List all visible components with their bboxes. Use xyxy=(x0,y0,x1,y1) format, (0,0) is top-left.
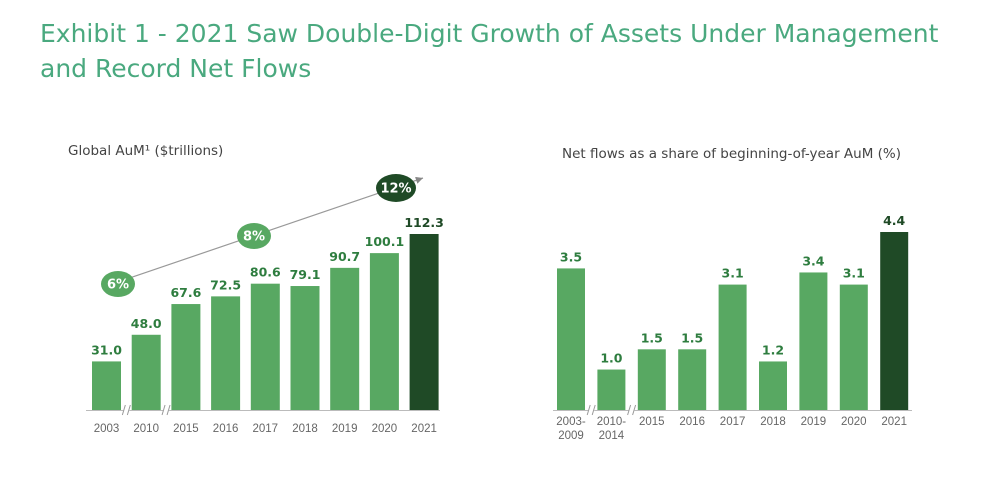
aum-tick-label-4: 2017 xyxy=(253,423,279,435)
flows-tick-label-3: 2016 xyxy=(679,416,705,428)
growth-rate-badge-label-1: 8% xyxy=(243,230,265,245)
aum-bar-6 xyxy=(330,267,360,410)
flows-bar-1 xyxy=(597,369,626,410)
aum-tick-label-0: 2003 xyxy=(94,423,120,435)
aum-bar-3 xyxy=(211,296,241,410)
growth-rate-badge-label-0: 6% xyxy=(107,278,129,293)
aum-axis-break-1 xyxy=(161,404,171,416)
flows-bar-6 xyxy=(799,272,828,410)
flows-bar-8 xyxy=(880,232,909,410)
aum-chart-title: Global AuM¹ ($trillions) xyxy=(68,143,224,159)
flows-value-label-6: 3.4 xyxy=(802,253,824,268)
aum-bar-7 xyxy=(369,253,399,410)
aum-value-label-5: 79.1 xyxy=(290,267,321,282)
flows-tick-label-5: 2018 xyxy=(760,416,786,428)
flows-bar-4 xyxy=(718,284,747,410)
aum-bar-2 xyxy=(171,304,201,410)
aum-tick-label-3: 2016 xyxy=(213,423,239,435)
growth-rate-badge-1: 8% xyxy=(237,223,271,249)
flows-tick-label-2: 2015 xyxy=(639,416,665,428)
growth-rate-badge-2: 12% xyxy=(376,174,416,202)
flows-bar-3 xyxy=(678,349,707,410)
aum-bar-1 xyxy=(131,334,161,410)
flows-value-label-4: 3.1 xyxy=(722,266,744,281)
flows-bar-5 xyxy=(759,361,787,410)
flows-value-label-1: 1.0 xyxy=(600,351,622,366)
aum-bar-5 xyxy=(290,286,320,410)
flows-tick-label-6: 2019 xyxy=(801,416,827,428)
flows-tick-label-1: 2010-2014 xyxy=(597,416,627,442)
net-flows-chart-title: Net flows as a share of beginning-of-yea… xyxy=(562,146,902,162)
flows-value-label-7: 3.1 xyxy=(843,266,865,281)
aum-value-label-6: 90.7 xyxy=(329,249,360,264)
aum-tick-label-1: 2010 xyxy=(133,423,159,435)
aum-tick-label-5: 2018 xyxy=(292,423,318,435)
flows-tick-label-0: 2003-2009 xyxy=(556,416,586,442)
aum-tick-label-2: 2015 xyxy=(173,423,199,435)
aum-bar-0 xyxy=(92,361,121,410)
flows-bar-0 xyxy=(557,268,585,410)
flows-value-label-2: 1.5 xyxy=(641,330,663,345)
growth-rate-badge-0: 6% xyxy=(101,271,135,297)
flows-value-label-5: 1.2 xyxy=(762,342,784,357)
flows-axis-break-0 xyxy=(586,404,596,416)
aum-value-label-1: 48.0 xyxy=(131,316,162,331)
aum-value-label-8: 112.3 xyxy=(404,215,444,230)
flows-value-label-0: 3.5 xyxy=(560,249,582,264)
aum-tick-label-8: 2021 xyxy=(411,423,437,435)
flows-bar-2 xyxy=(637,349,666,410)
flows-value-label-3: 1.5 xyxy=(681,330,703,345)
flows-axis-break-1 xyxy=(627,404,637,416)
flows-tick-label-7: 2020 xyxy=(841,416,867,428)
aum-value-label-2: 67.6 xyxy=(170,285,201,300)
aum-axis-break-0 xyxy=(121,404,131,416)
aum-tick-label-7: 2020 xyxy=(372,423,398,435)
page-title: Exhibit 1 - 2021 Saw Double-Digit Growth… xyxy=(40,19,939,83)
aum-tick-label-6: 2019 xyxy=(332,423,358,435)
flows-bar-7 xyxy=(839,284,868,410)
flows-tick-label-4: 2017 xyxy=(720,416,746,428)
aum-value-label-3: 72.5 xyxy=(210,277,241,292)
flows-tick-label-8: 2021 xyxy=(881,416,907,428)
aum-bar-chart: 31.0 2003 48.0 2010 67.6 2015 72.5 2016 80.6 2017… xyxy=(86,174,444,435)
aum-value-label-0: 31.0 xyxy=(91,342,122,357)
growth-rate-badge-label-2: 12% xyxy=(380,182,411,197)
aum-value-label-4: 80.6 xyxy=(250,265,281,280)
aum-bar-8 xyxy=(409,234,439,410)
flows-value-label-8: 4.4 xyxy=(883,213,905,228)
aum-value-label-7: 100.1 xyxy=(365,234,405,249)
net-flows-bar-chart: 3.5 2003-2009 1.0 2010-2014 1.5 2015 1.5 2016 3.… xyxy=(553,213,912,442)
aum-bar-4 xyxy=(250,283,280,410)
